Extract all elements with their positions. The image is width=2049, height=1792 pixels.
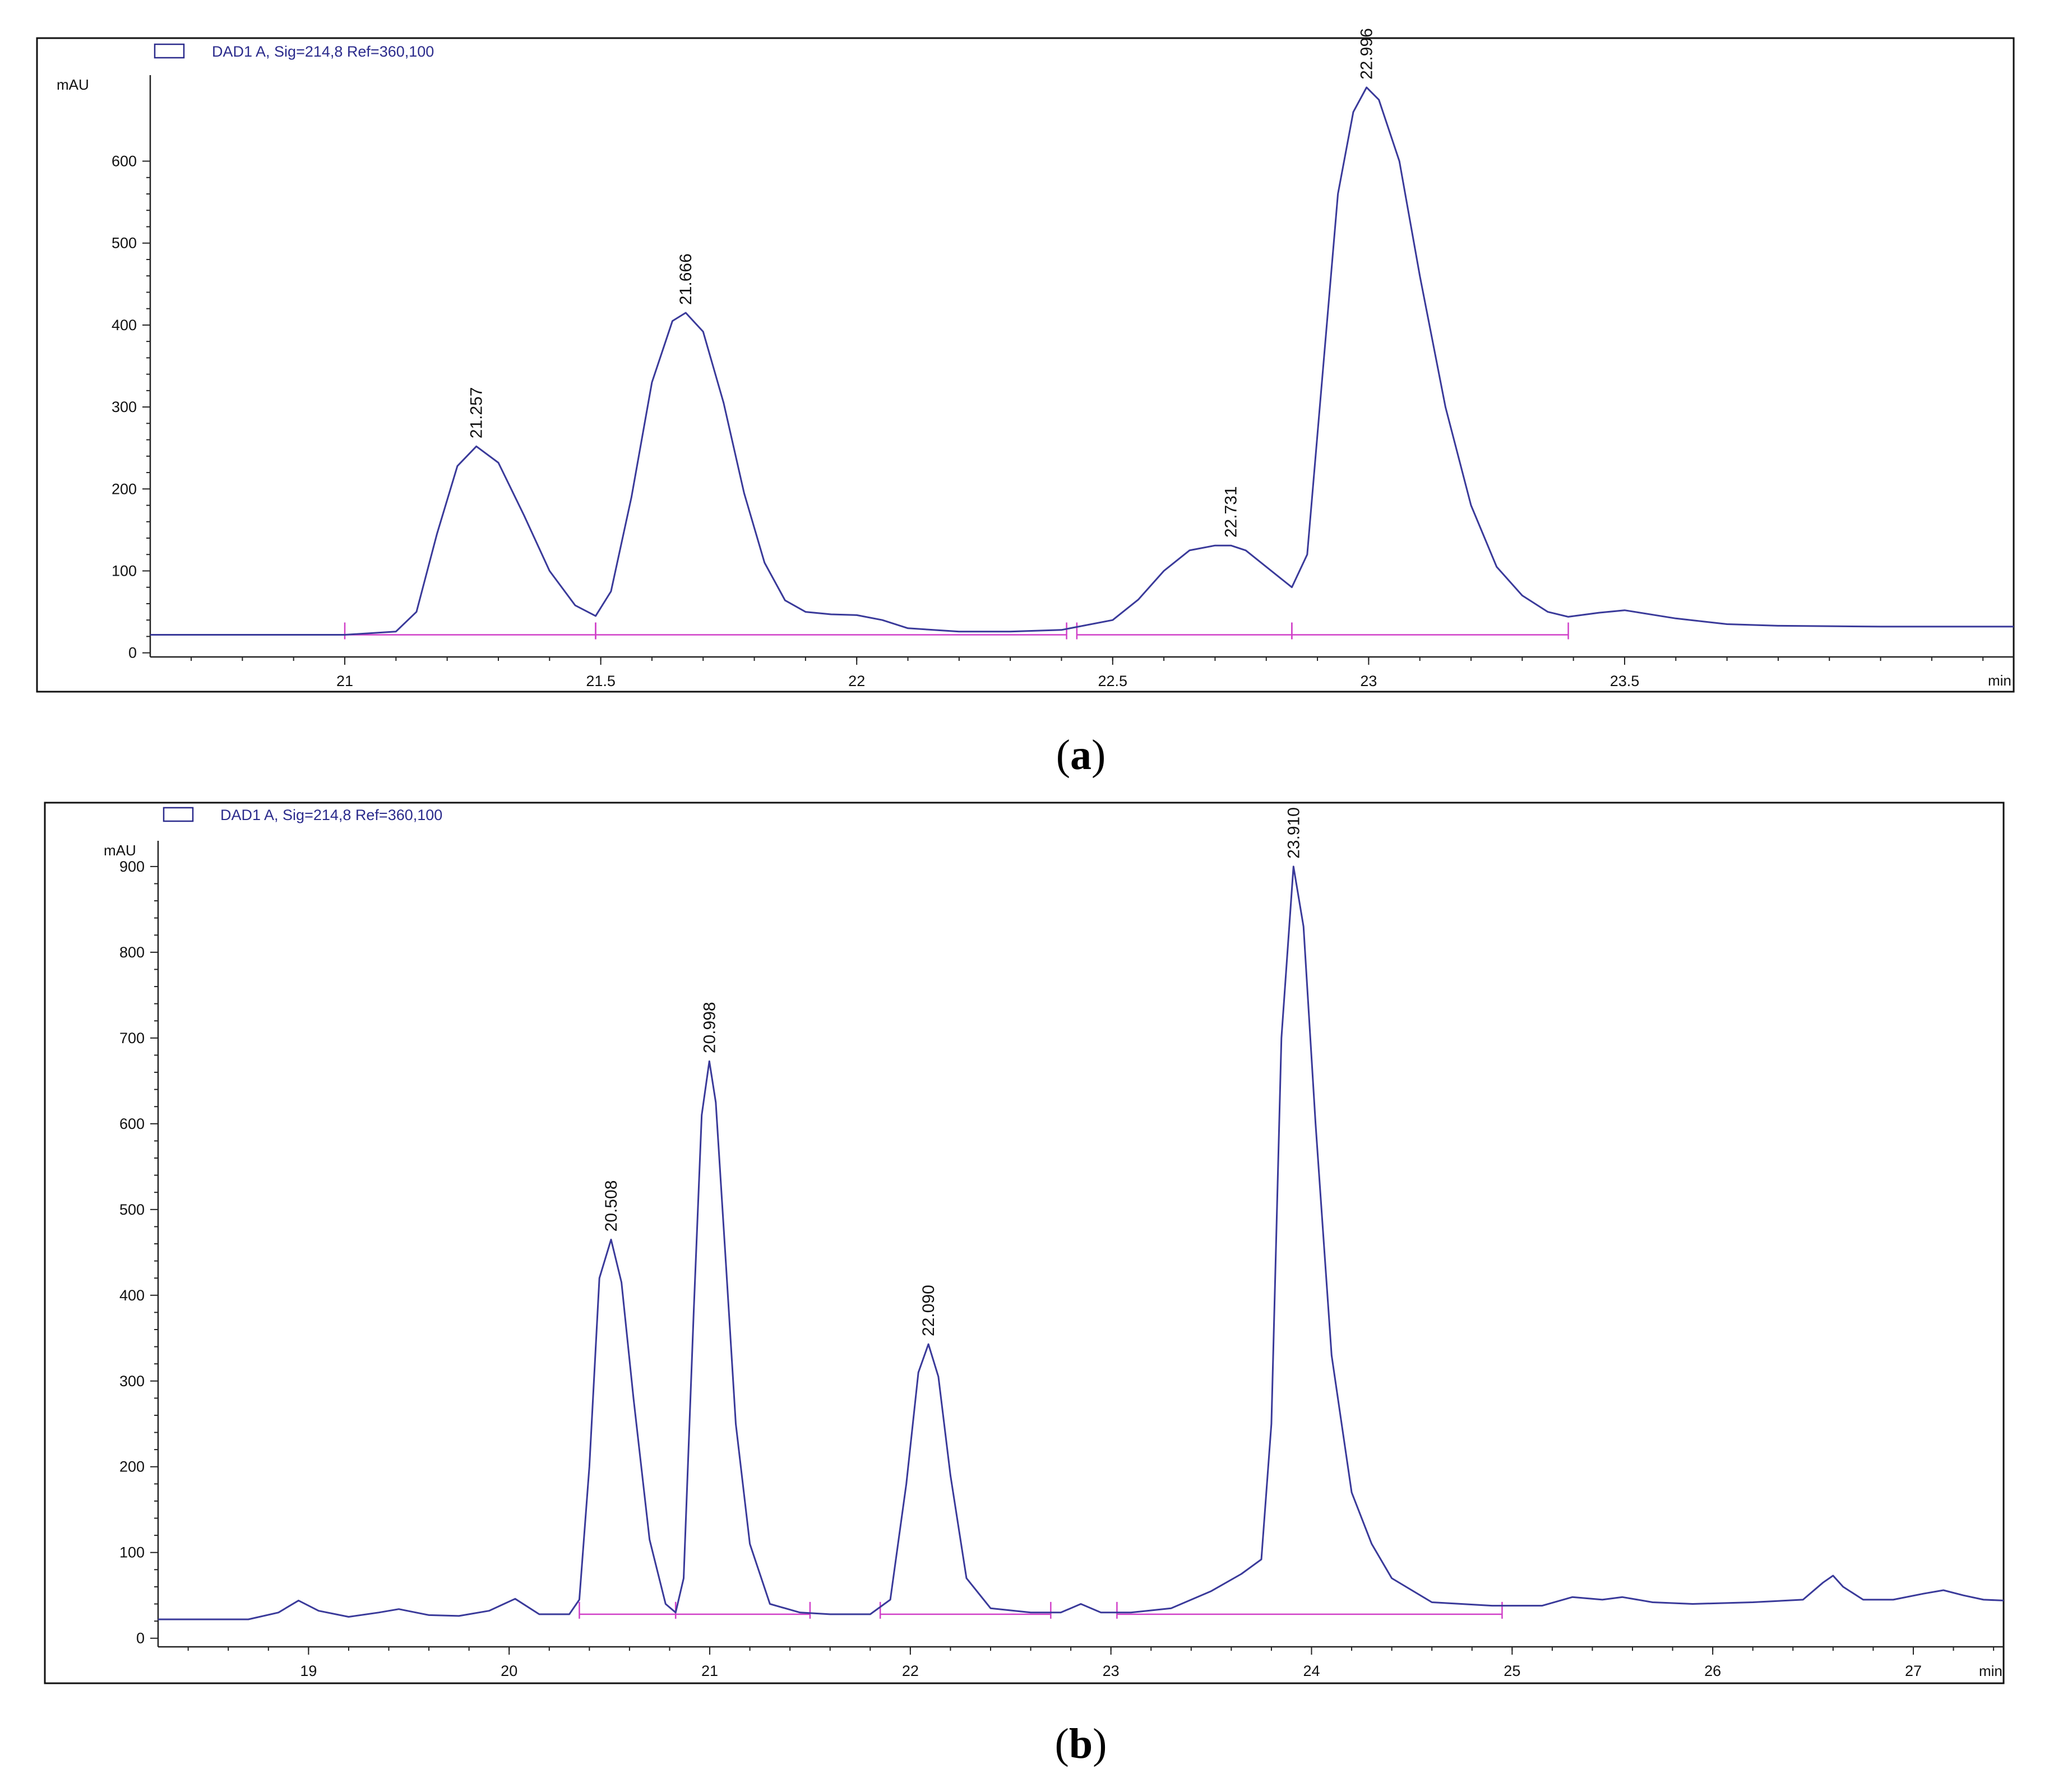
y-tick-label: 200 xyxy=(112,480,137,497)
y-tick-label: 600 xyxy=(112,153,137,170)
x-tick-label: 23 xyxy=(1360,673,1377,689)
y-tick-label: 300 xyxy=(112,399,137,415)
y-tick-label: 600 xyxy=(119,1115,145,1132)
panel-a-y-ticks: 0 100 200 300 400 500 600 xyxy=(112,153,150,661)
y-tick-label: 800 xyxy=(119,944,145,961)
y-tick-label: 400 xyxy=(119,1287,145,1304)
x-tick-label: 21 xyxy=(701,1663,718,1679)
panel-b-x-ticks: 19 20 21 22 23 24 25 26 27 xyxy=(187,1647,1995,1679)
chromatogram-panel-a: DAD1 A, Sig=214,8 Ref=360,100 mAU min 0 1… xyxy=(36,28,2015,693)
y-tick-label: 400 xyxy=(112,317,137,334)
panel-b-caption-letter: b xyxy=(1069,1720,1093,1767)
panel-a-x-ticks: 21 21.5 22 22.5 23 23.5 xyxy=(191,657,1984,689)
x-tick-label: 25 xyxy=(1504,1663,1520,1679)
x-tick-label: 22.5 xyxy=(1098,673,1128,689)
x-tick-label: 26 xyxy=(1704,1663,1721,1679)
panel-a-x-unit: min xyxy=(1988,672,2011,689)
panel-b-legend-swatch xyxy=(163,807,194,822)
x-tick-label: 19 xyxy=(300,1663,317,1679)
x-tick-label: 21 xyxy=(336,673,353,689)
x-tick-label: 23.5 xyxy=(1610,673,1640,689)
panel-b-x-unit: min xyxy=(1979,1663,2002,1679)
y-tick-label: 900 xyxy=(119,858,145,875)
panel-a-caption-close: ) xyxy=(1091,731,1106,779)
panel-b-caption-open: ( xyxy=(1055,1720,1069,1767)
y-tick-label: 0 xyxy=(136,1630,145,1647)
panel-b-caption: (b) xyxy=(1055,1720,1107,1767)
panel-a-y-unit: mAU xyxy=(57,76,89,93)
panel-a-caption: (a) xyxy=(1056,731,1106,779)
panel-b-frame xyxy=(44,802,2005,1684)
panel-b-y-unit: mAU xyxy=(104,842,136,859)
peak-retention-label: 20.508 xyxy=(602,1180,621,1232)
panel-b-peak-labels: 20.508 20.998 22.090 23.910 xyxy=(602,807,1303,1336)
x-tick-label: 20 xyxy=(501,1663,517,1679)
peak-retention-label: 20.998 xyxy=(700,1002,719,1053)
y-tick-label: 300 xyxy=(119,1373,145,1390)
y-tick-label: 500 xyxy=(119,1201,145,1218)
panel-b-integration-baseline xyxy=(579,1601,1503,1619)
peak-retention-label: 22.996 xyxy=(1358,28,1376,80)
panel-a-integration-baseline xyxy=(344,622,1569,640)
chromatogram-panel-b: DAD1 A, Sig=214,8 Ref=360,100 mAU min 0 1… xyxy=(44,802,2005,1684)
y-tick-label: 100 xyxy=(112,562,137,579)
panel-b-legend-text: DAD1 A, Sig=214,8 Ref=360,100 xyxy=(220,807,442,823)
panel-a-legend-swatch xyxy=(154,43,185,59)
y-tick-label: 500 xyxy=(112,235,137,252)
panel-a-frame xyxy=(36,37,2015,693)
x-tick-label: 24 xyxy=(1303,1663,1320,1679)
x-tick-label: 21.5 xyxy=(586,673,616,689)
y-tick-label: 700 xyxy=(119,1030,145,1047)
panel-a-caption-letter: a xyxy=(1070,731,1091,779)
x-tick-label: 22 xyxy=(848,673,865,689)
panel-b-caption-close: ) xyxy=(1093,1720,1107,1767)
peak-retention-label: 22.090 xyxy=(919,1285,938,1336)
peak-retention-label: 21.666 xyxy=(677,253,695,305)
panel-a-caption-open: ( xyxy=(1056,731,1070,779)
panel-a-signal-trace xyxy=(150,86,2014,636)
peak-retention-label: 23.910 xyxy=(1284,807,1303,859)
x-tick-label: 22 xyxy=(902,1663,919,1679)
x-tick-label: 27 xyxy=(1905,1663,1922,1679)
peak-retention-label: 22.731 xyxy=(1222,486,1241,538)
y-tick-label: 200 xyxy=(119,1458,145,1475)
y-tick-label: 0 xyxy=(128,645,137,661)
x-tick-label: 23 xyxy=(1103,1663,1120,1679)
panel-a-legend-text: DAD1 A, Sig=214,8 Ref=360,100 xyxy=(212,43,434,60)
panel-b-y-ticks: 0 100 200 300 400 500 600 700 800 900 xyxy=(119,858,158,1647)
peak-retention-label: 21.257 xyxy=(468,387,486,439)
panel-a-peak-labels: 21.257 21.666 22.731 22.996 xyxy=(468,28,1376,538)
panel-b-signal-trace xyxy=(158,865,2004,1620)
y-tick-label: 100 xyxy=(119,1544,145,1561)
